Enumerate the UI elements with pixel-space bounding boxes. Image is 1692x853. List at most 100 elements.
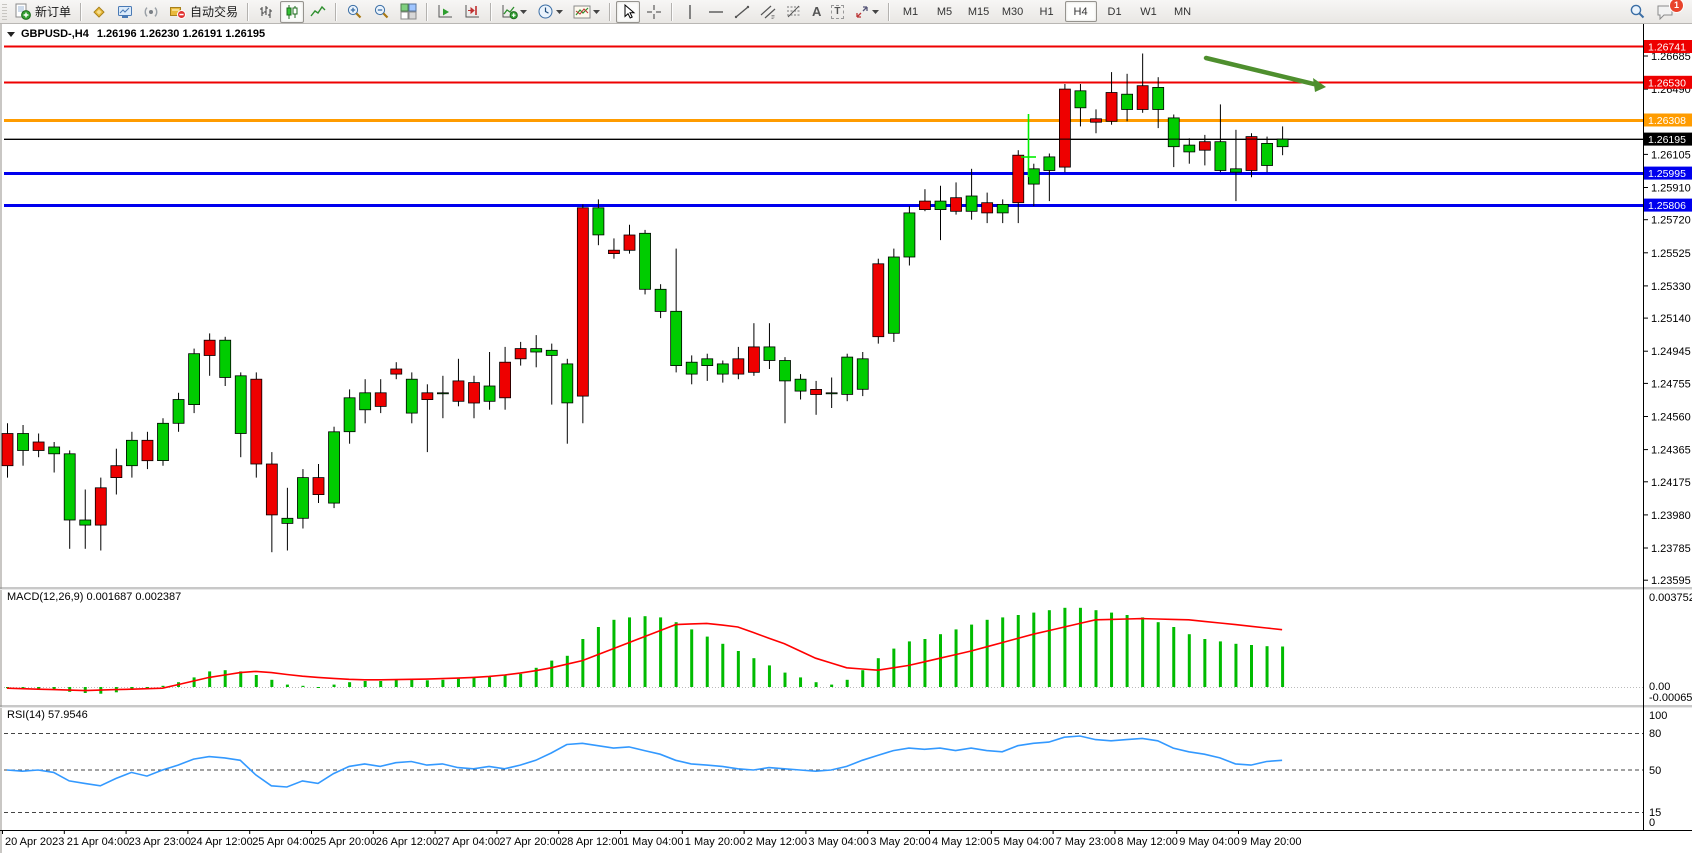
price-line-label: 1.26741: [1648, 42, 1686, 54]
macd-bar: [721, 643, 725, 687]
new-order-button[interactable]: 新订单: [10, 1, 75, 23]
market-watch-icon: [91, 4, 107, 20]
candle: [716, 360, 729, 383]
candle: [359, 379, 372, 424]
auto-trading-button[interactable]: 自动交易: [165, 1, 242, 23]
templates-dropdown-caret[interactable]: [593, 9, 601, 14]
zoom-out-button[interactable]: [369, 1, 394, 23]
timeframe-button-M1[interactable]: M1: [902, 5, 919, 18]
candle: [483, 352, 496, 410]
periods-button[interactable]: [533, 1, 567, 23]
macd-bar: [1234, 643, 1238, 687]
new-order-label: 新订单: [35, 5, 72, 19]
macd-bar: [379, 681, 383, 687]
candle: [265, 452, 278, 553]
candle: [188, 348, 201, 414]
text-tool-button[interactable]: A: [808, 1, 825, 23]
chart-window[interactable]: [0, 24, 1692, 853]
candle: [468, 375, 480, 419]
price-tick-label: 1.25910: [1651, 183, 1691, 195]
candle: [32, 433, 45, 458]
toolbar-separator: [335, 2, 338, 21]
time-axis-label: 24 Apr 12:00: [190, 836, 252, 848]
clock-icon: [537, 3, 554, 20]
candle: [1090, 109, 1102, 134]
arrows-dropdown-caret[interactable]: [871, 9, 879, 14]
timeframe-button-M5[interactable]: M5: [936, 5, 953, 18]
candle: [1027, 163, 1040, 207]
macd-scale-label: -0.000656: [1649, 692, 1692, 704]
macd-bar: [596, 627, 600, 687]
time-axis-label: 4 May 12:00: [932, 836, 993, 848]
toolbar-drag-handle[interactable]: [2, 3, 7, 20]
indicators-button[interactable]: [497, 1, 531, 23]
candle: [965, 168, 978, 220]
cursor-tool-button[interactable]: [616, 0, 641, 23]
auto-scroll-button[interactable]: [433, 1, 458, 23]
price-tick-label: 1.24175: [1651, 477, 1691, 489]
macd-bar: [628, 617, 631, 687]
price-line-label-box: [1644, 75, 1692, 89]
equidistant-channel-tool-button[interactable]: [756, 1, 780, 23]
macd-bar: [348, 682, 352, 687]
periods-dropdown-caret[interactable]: [556, 9, 564, 14]
macd-bar: [488, 676, 492, 687]
tile-windows-button[interactable]: [396, 1, 421, 23]
candlestick-mode-button[interactable]: [280, 0, 305, 23]
candle: [374, 379, 387, 414]
arrows-tool-button[interactable]: [850, 1, 883, 23]
rsi-scale-label: 15: [1649, 807, 1661, 819]
candle: [1, 423, 14, 478]
notifications-button[interactable]: 1: [1652, 0, 1684, 23]
macd-bar: [1187, 634, 1191, 687]
price-line-label: 1.26308: [1648, 115, 1686, 127]
crosshair-tool-button[interactable]: [642, 1, 666, 23]
main-toolbar: 新订单 自动交易: [0, 0, 1692, 24]
signals-button[interactable]: [139, 1, 163, 23]
templates-button[interactable]: [569, 1, 604, 23]
macd-bar: [1016, 615, 1020, 687]
macd-bar: [441, 679, 445, 687]
search-button[interactable]: [1625, 1, 1650, 23]
indicators-dropdown-caret[interactable]: [520, 9, 528, 14]
market-watch-button[interactable]: [87, 1, 111, 23]
candle: [203, 333, 216, 376]
text-tool-icon: A: [812, 4, 822, 19]
macd-bar: [659, 617, 663, 687]
candle: [794, 374, 807, 400]
macd-bar: [612, 619, 616, 687]
candle: [623, 224, 636, 254]
collapse-indicator-icon[interactable]: [7, 31, 15, 37]
timeframe-button-W1[interactable]: W1: [1140, 5, 1157, 18]
navigator-button[interactable]: [113, 1, 137, 23]
zoom-in-button[interactable]: [342, 1, 367, 23]
candlestick-icon: [284, 4, 300, 20]
toolbar-separator: [426, 2, 429, 21]
time-axis-label: 9 May 20:00: [1241, 836, 1302, 848]
candle: [1152, 77, 1165, 129]
line-chart-mode-button[interactable]: [306, 1, 330, 23]
trendline-tool-button[interactable]: [730, 1, 754, 23]
bar-chart-mode-button[interactable]: [254, 1, 278, 23]
fibonacci-tool-button[interactable]: [782, 1, 806, 23]
timeframe-button-D1[interactable]: D1: [1107, 5, 1122, 18]
candle: [390, 362, 403, 380]
search-icon: [1629, 3, 1646, 20]
candle: [1245, 133, 1258, 178]
macd-bar: [270, 679, 274, 687]
chart-shift-button[interactable]: [460, 1, 485, 23]
timeframe-button-H1[interactable]: H1: [1039, 5, 1054, 18]
horizontal-line-tool-button[interactable]: [704, 1, 728, 23]
timeframe-button-MN[interactable]: MN: [1173, 5, 1192, 18]
text-label-tool-button[interactable]: T: [827, 1, 847, 23]
macd-bar: [1001, 617, 1005, 687]
timeframe-button-M15[interactable]: M15: [967, 5, 990, 18]
candle: [250, 372, 263, 478]
macd-bar: [845, 679, 849, 687]
candle: [1183, 138, 1196, 164]
trend-arrow-object[interactable]: [1203, 55, 1317, 87]
timeframe-button-H4[interactable]: H4: [1064, 1, 1097, 22]
vertical-line-tool-button[interactable]: [678, 1, 702, 23]
timeframe-button-M30[interactable]: M30: [1001, 5, 1024, 18]
